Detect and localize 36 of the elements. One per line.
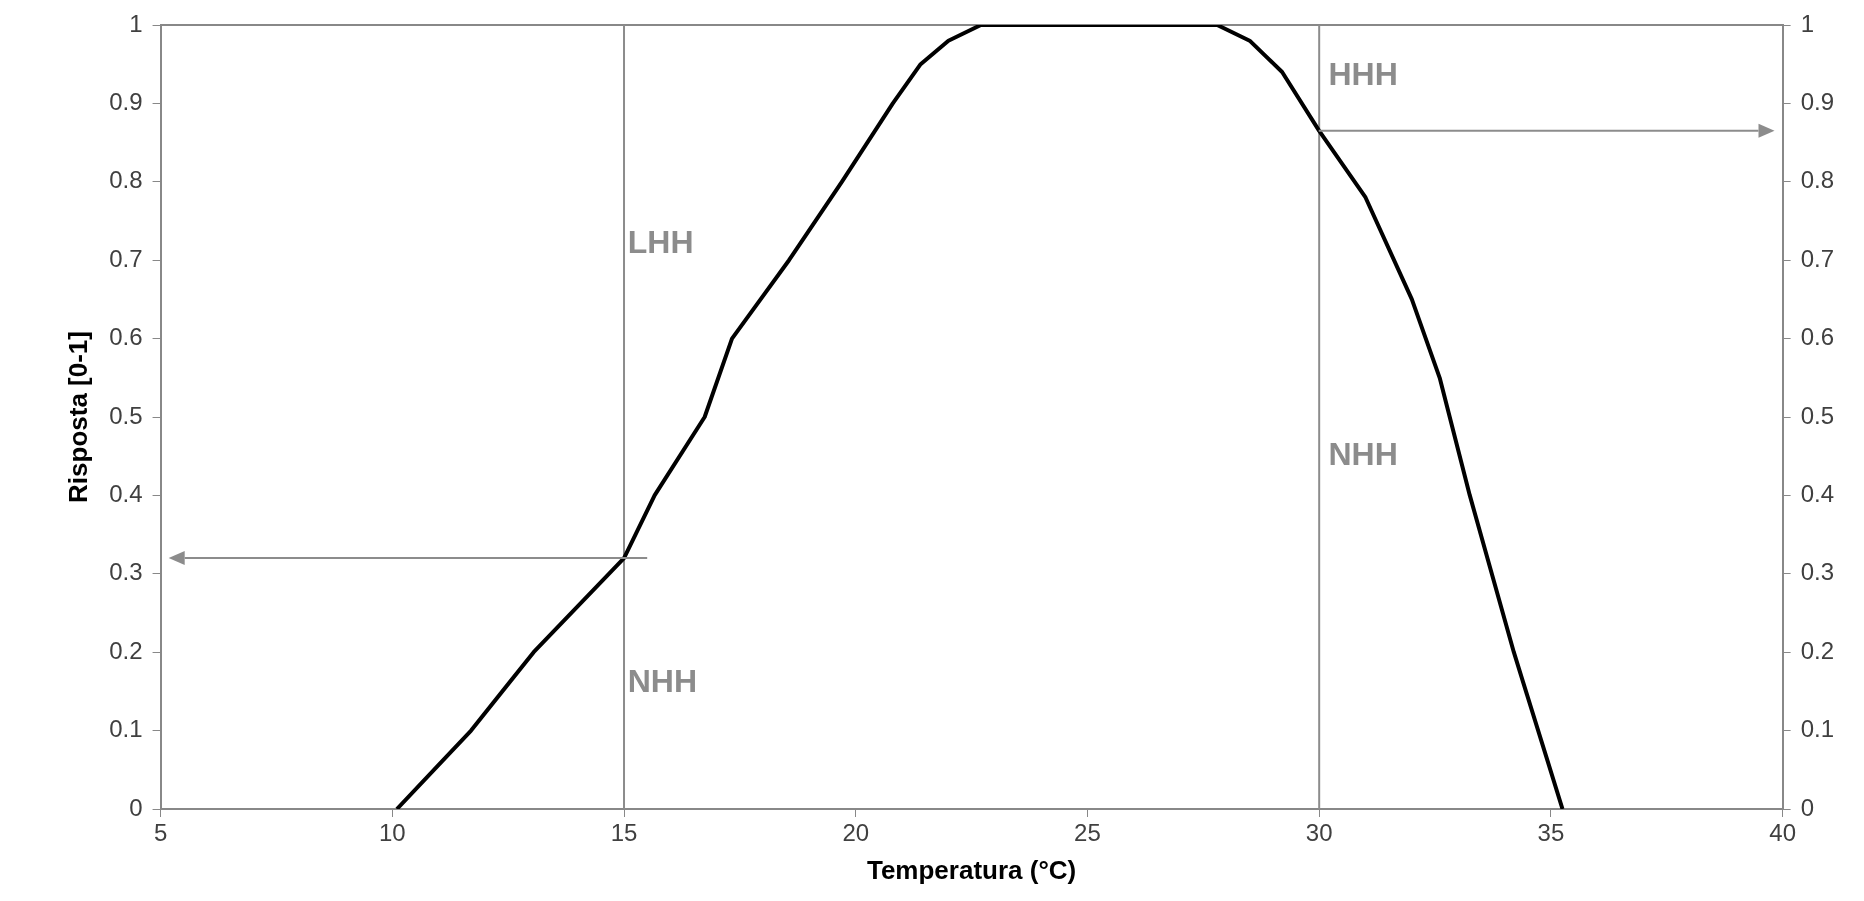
y-tick-label: 0.4	[109, 480, 143, 508]
y-tick-label: 0	[129, 793, 143, 821]
x-tick-label: 40	[1769, 819, 1796, 847]
y2-tick-label: 0.1	[1800, 715, 1835, 743]
annotation: NHH	[1328, 436, 1398, 473]
y-tick-label: 0.5	[109, 401, 143, 429]
x-tick-label: 30	[1305, 819, 1333, 847]
x-tick-label: 15	[610, 819, 638, 847]
y-tick-label: 1	[129, 9, 143, 37]
x-axis-title: Temperatura (°C)	[866, 854, 1077, 885]
y-axis-title: Risposta [0-1]	[62, 331, 93, 503]
y-tick-label: 0.3	[109, 558, 143, 586]
x-tick-label: 20	[842, 819, 870, 847]
y2-tick-label: 1	[1800, 9, 1814, 37]
annotation: LHH	[627, 224, 694, 261]
x-tick-label: 5	[153, 819, 168, 847]
y2-tick-label: 0	[1800, 793, 1814, 821]
y2-tick-label: 0.2	[1800, 636, 1835, 664]
y2-tick-label: 0.5	[1800, 401, 1835, 429]
y-tick-label: 0.9	[109, 88, 143, 116]
y2-tick-label: 0.7	[1800, 244, 1835, 272]
y2-tick-label: 0.6	[1800, 323, 1835, 351]
y-tick-label: 0.2	[109, 636, 143, 664]
y2-tick-label: 0.9	[1800, 88, 1835, 116]
y-tick-label: 0.7	[109, 244, 143, 272]
y-tick-label: 0.8	[109, 166, 143, 194]
annotation: NHH	[627, 663, 698, 700]
y2-tick-label: 0.8	[1800, 166, 1835, 194]
y2-tick-label: 0.3	[1800, 558, 1835, 586]
y2-tick-label: 0.4	[1800, 480, 1835, 508]
y-tick-label: 0.6	[109, 323, 143, 351]
x-tick-label: 35	[1537, 819, 1565, 847]
y-tick-label: 0.1	[109, 715, 143, 743]
x-tick-label: 25	[1074, 819, 1101, 847]
annotation: HHH	[1328, 55, 1398, 92]
x-tick-label: 10	[378, 819, 406, 847]
